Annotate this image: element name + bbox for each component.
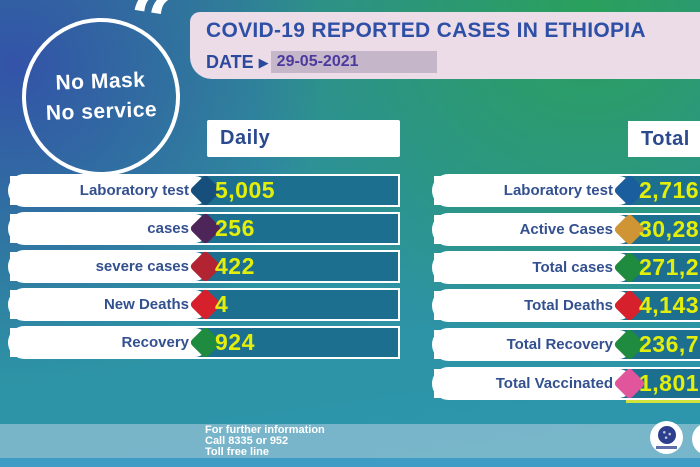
stat-value: 5,005: [215, 177, 276, 203]
partner-logo: [692, 423, 700, 455]
stat-label-pill: New Deaths: [10, 290, 209, 319]
stat-label-pill: Active Cases: [434, 215, 633, 244]
total-header-label: Total: [641, 127, 690, 150]
stat-label: Total cases: [532, 259, 613, 276]
stat-value: 4: [215, 291, 229, 317]
footer-line-3: Toll free line: [205, 446, 269, 458]
stat-label: Total Deaths: [524, 297, 613, 314]
daily-column-header: Daily: [207, 120, 400, 157]
stat-label: severe cases: [95, 258, 189, 275]
total-row-total-cases: Total cases 271,2: [432, 251, 700, 284]
stat-label-pill: severe cases: [10, 252, 209, 281]
footer-line-2: Call 8335 or 952: [205, 435, 289, 447]
stat-label: Total Vaccinated: [495, 375, 613, 392]
quote-icon: “: [121, 0, 178, 67]
badge-line-2: No service: [45, 98, 158, 125]
stat-value: 236,7: [639, 331, 700, 357]
daily-row-laboratory-test: Laboratory test 5,005: [8, 174, 400, 207]
badge-line-1: No Mask: [55, 68, 146, 95]
stat-label: cases: [147, 220, 189, 237]
header-banner: COVID-19 REPORTED CASES IN ETHIOPIA DATE…: [190, 12, 700, 79]
stat-value: 924: [215, 329, 255, 355]
stat-value: 271,2: [639, 254, 700, 280]
total-row-laboratory-test: Laboratory test 2,716: [432, 174, 700, 207]
logo-caption: [656, 446, 677, 449]
bottom-strip: [0, 458, 700, 467]
stat-label-pill: Total Deaths: [434, 291, 633, 320]
date-value: 29-05-2021: [270, 51, 437, 73]
stat-value: 1,801: [639, 370, 700, 396]
stat-value: 4,143: [639, 292, 700, 318]
daily-row-new-deaths: New Deaths 4: [8, 288, 400, 321]
total-row-total-vaccinated: Total Vaccinated 1,801: [432, 367, 700, 403]
daily-header-label: Daily: [220, 127, 271, 149]
footer-line-1: For further information: [205, 424, 325, 436]
stat-label: Laboratory test: [503, 182, 613, 199]
health-institute-logo: [650, 421, 683, 454]
stat-label-pill: Laboratory test: [10, 176, 209, 205]
stat-value: 256: [215, 215, 255, 241]
stat-value: 422: [215, 253, 255, 279]
footer-band: For further information Call 8335 or 952…: [0, 424, 700, 458]
stat-label-pill: Laboratory test: [434, 176, 633, 205]
total-row-active-cases: Active Cases 30,28: [432, 213, 700, 246]
footer-info: For further information Call 8335 or 952…: [205, 425, 325, 458]
date-line: DATE ▶ 29-05-2021: [206, 50, 437, 74]
stat-value: 30,28: [639, 216, 700, 242]
stat-label: New Deaths: [103, 296, 189, 313]
stat-label-pill: Total Recovery: [434, 330, 633, 359]
stat-label-pill: Recovery: [10, 328, 209, 357]
stat-label: Laboratory test: [79, 182, 189, 199]
total-row-total-deaths: Total Deaths 4,143: [432, 289, 700, 322]
stat-label: Recovery: [121, 334, 189, 351]
daily-row-severe-cases: severe cases 422: [8, 250, 400, 283]
date-arrow-icon: ▶: [258, 54, 269, 70]
page-title: COVID-19 REPORTED CASES IN ETHIOPIA: [206, 19, 646, 42]
stat-label: Active Cases: [519, 221, 613, 238]
total-row-total-recovery: Total Recovery 236,7: [432, 328, 700, 361]
vaccinated-underline: [626, 400, 700, 403]
date-label: DATE: [206, 51, 254, 72]
stat-label-pill: Total cases: [434, 253, 633, 282]
daily-row-cases: cases 256: [8, 212, 400, 245]
globe-icon: [657, 426, 676, 444]
daily-row-recovery: Recovery 924: [8, 326, 400, 359]
total-column-header: Total: [628, 121, 700, 157]
stat-label: Total Recovery: [506, 336, 613, 353]
stat-label-pill: Total Vaccinated: [434, 369, 633, 398]
stat-value: 2,716: [639, 177, 700, 203]
stat-label-pill: cases: [10, 214, 209, 243]
